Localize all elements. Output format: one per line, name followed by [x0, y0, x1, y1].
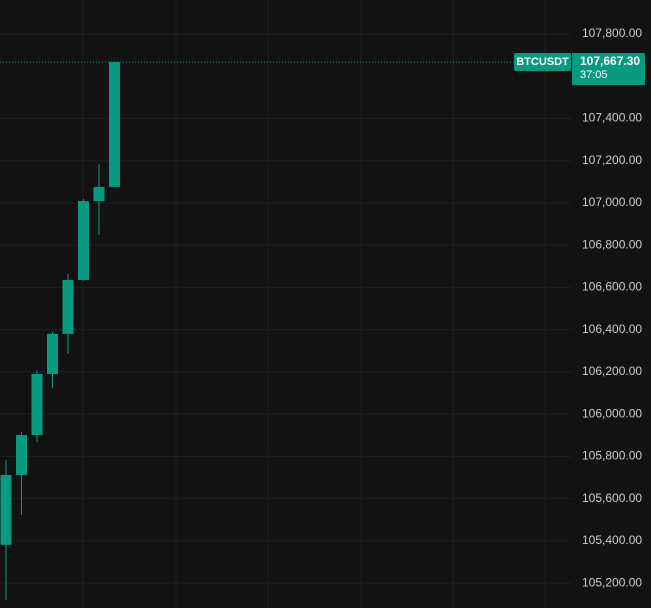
y-tick-label: 107,800.00 [582, 26, 642, 40]
y-tick-label: 106,200.00 [582, 364, 642, 378]
y-tick-label: 107,400.00 [582, 111, 642, 125]
candle-body [93, 186, 105, 202]
y-tick-label: 105,400.00 [582, 533, 642, 547]
candle-body [47, 333, 58, 375]
candle-body [31, 374, 43, 436]
candle-body [16, 435, 27, 475]
y-tick-label: 106,800.00 [582, 237, 642, 251]
y-tick-label: 105,200.00 [582, 575, 642, 589]
symbol-label: BTCUSDT [516, 56, 569, 68]
candle-body [78, 201, 89, 281]
y-tick-label: 105,600.00 [582, 491, 642, 505]
y-tick-label: 107,000.00 [582, 195, 642, 209]
y-tick-label: 105,800.00 [582, 449, 642, 463]
last-price-label: 107,667.30 [580, 54, 640, 68]
y-tick-label: 107,200.00 [582, 153, 642, 167]
y-tick-label: 106,000.00 [582, 406, 642, 420]
countdown: 37:05 [580, 69, 608, 81]
candle-body [62, 280, 74, 334]
y-tick-label: 106,600.00 [582, 280, 642, 294]
candle-body [109, 62, 120, 187]
y-tick-label: 106,400.00 [582, 322, 642, 336]
price-badge [572, 53, 645, 86]
candle-body [0, 474, 12, 545]
symbol-badge [514, 53, 571, 72]
